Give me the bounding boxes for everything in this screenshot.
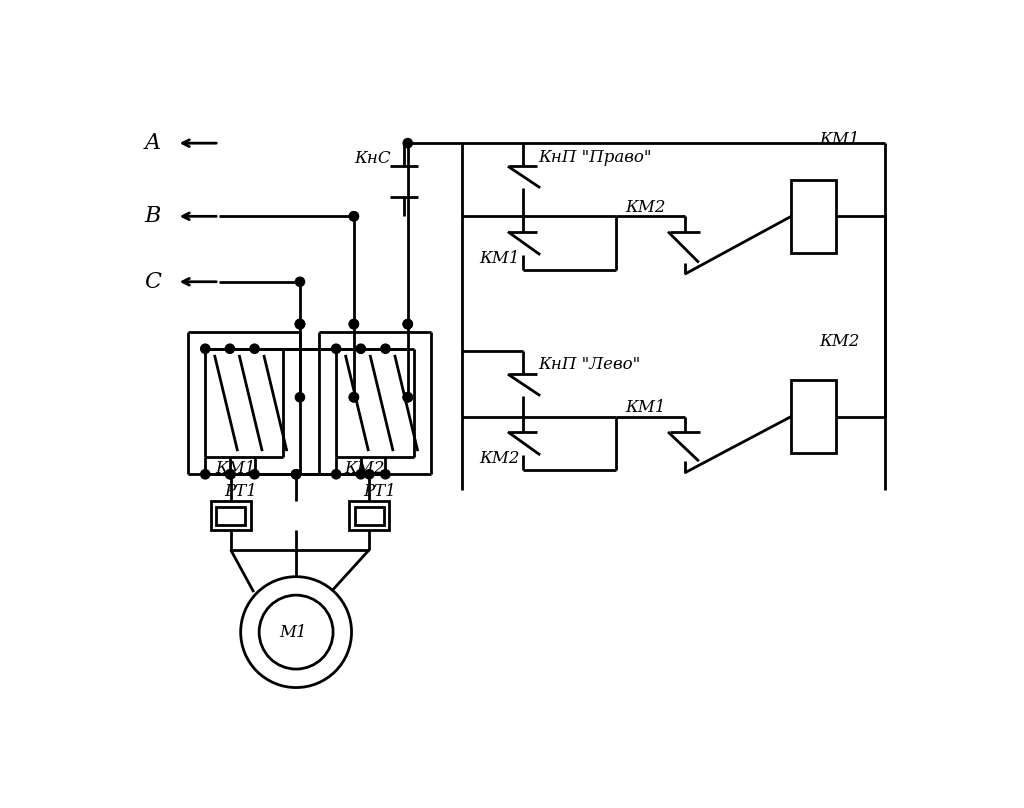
Circle shape <box>295 277 304 286</box>
Bar <box>792 180 836 253</box>
Circle shape <box>295 319 304 329</box>
Circle shape <box>365 469 374 479</box>
Text: КМ2: КМ2 <box>345 460 385 477</box>
Circle shape <box>241 577 351 688</box>
Circle shape <box>349 393 358 402</box>
Text: C: C <box>144 271 162 292</box>
Text: КМ2: КМ2 <box>819 334 860 351</box>
Circle shape <box>403 319 413 329</box>
Text: КМ2: КМ2 <box>479 450 520 467</box>
Text: РТ1: РТ1 <box>364 483 396 500</box>
Circle shape <box>225 344 234 353</box>
Circle shape <box>259 595 333 669</box>
Text: М1: М1 <box>280 624 307 641</box>
Bar <box>216 507 246 525</box>
Circle shape <box>403 319 413 329</box>
Circle shape <box>295 319 304 329</box>
Text: КнП "Лево": КнП "Лево" <box>539 356 641 373</box>
Text: КМ2: КМ2 <box>626 199 667 216</box>
Circle shape <box>295 319 304 329</box>
Text: B: B <box>144 205 161 227</box>
Text: КнП "Право": КнП "Право" <box>539 149 652 166</box>
Circle shape <box>295 393 304 402</box>
Circle shape <box>226 469 236 479</box>
Circle shape <box>349 212 358 221</box>
Bar <box>354 507 384 525</box>
Bar <box>349 501 389 531</box>
Circle shape <box>292 469 301 479</box>
Circle shape <box>250 469 259 479</box>
Circle shape <box>349 319 358 329</box>
Circle shape <box>349 212 358 221</box>
Circle shape <box>349 319 358 329</box>
Circle shape <box>403 393 413 402</box>
Circle shape <box>381 344 390 353</box>
Circle shape <box>356 469 366 479</box>
Circle shape <box>292 469 301 479</box>
Text: КМ1: КМ1 <box>479 250 520 267</box>
Text: A: A <box>144 133 161 154</box>
Text: КМ1: КМ1 <box>215 460 256 477</box>
Circle shape <box>349 393 358 402</box>
Circle shape <box>250 344 259 353</box>
Circle shape <box>201 344 210 353</box>
Circle shape <box>332 469 341 479</box>
Text: КМ1: КМ1 <box>626 399 667 416</box>
Text: КнС: КнС <box>354 150 390 167</box>
Bar <box>792 381 836 453</box>
Circle shape <box>225 469 234 479</box>
Circle shape <box>332 344 341 353</box>
Circle shape <box>381 469 390 479</box>
Circle shape <box>356 344 366 353</box>
Circle shape <box>403 393 413 402</box>
Bar <box>211 501 251 531</box>
Text: КМ1: КМ1 <box>819 131 860 148</box>
Circle shape <box>201 469 210 479</box>
Text: РТ1: РТ1 <box>224 483 257 500</box>
Circle shape <box>403 138 413 148</box>
